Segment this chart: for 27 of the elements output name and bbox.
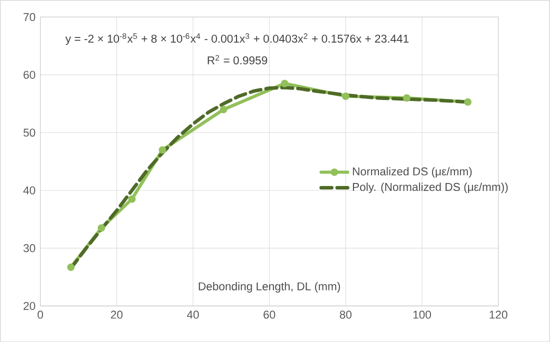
x-tick-label: 100 (413, 310, 431, 319)
point (220, 106, 228, 114)
x-axis-title: Debonding Length, DL (mm) (198, 282, 340, 292)
annotation: R$^{2}$ = 0.9959 (208, 54, 268, 64)
x-tick-label: 80 (340, 310, 352, 319)
legend-label: Poly. (Normalized DS (με/mm)) (352, 182, 508, 194)
point (403, 94, 410, 102)
x-tick-label: 60 (264, 310, 276, 319)
point (158, 146, 166, 154)
y-tick-label: 70 (24, 12, 36, 21)
y-tick-label: 50 (24, 128, 36, 136)
point (280, 80, 288, 88)
y-tick-label: 20 (24, 302, 36, 310)
point (67, 263, 75, 271)
point (342, 92, 350, 100)
x-tick-label: 40 (186, 310, 199, 319)
point (98, 224, 106, 232)
y-tick-label: 30 (23, 244, 36, 252)
x-tick-label: 120 (490, 310, 508, 319)
y-tick-label: 60 (24, 70, 36, 79)
point (464, 98, 472, 106)
y-tick-label: 40 (23, 186, 36, 194)
text: y = -2 × 10$^{-8}$x$^{5}$ + 8 × 10$^{-6}$x$^{4}$ - 0.001x$^{3}$ + 0.0403x$^{2}$ + 0.1576x + 23.441 (65, 33, 409, 45)
legend-label: Normalized DS (με/mm) (352, 166, 472, 178)
point (128, 195, 136, 203)
x-tick-label: 0 (38, 310, 44, 319)
x-tick-label: 20 (110, 310, 123, 319)
